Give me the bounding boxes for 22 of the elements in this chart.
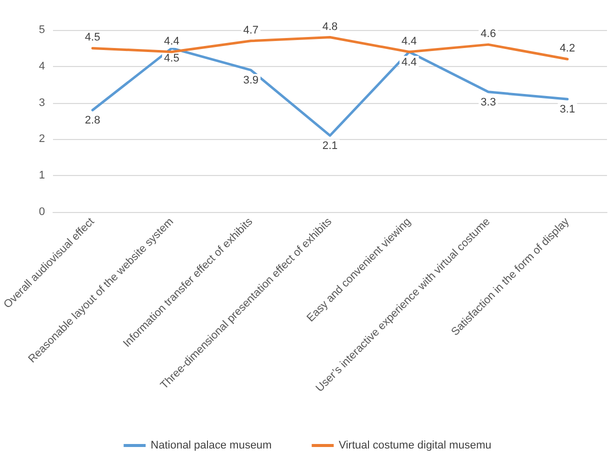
y-tick-label: 1 (38, 170, 45, 182)
data-label: 3.9 (243, 74, 258, 87)
data-label: 4.4 (401, 56, 417, 68)
data-label: 4.4 (401, 35, 417, 48)
data-label: 4.4 (164, 35, 180, 48)
data-label: 3.3 (480, 96, 496, 108)
legend-label: Virtual costume digital musemu (338, 440, 492, 452)
data-label: 4.7 (243, 24, 258, 36)
y-tick-label: 0 (38, 206, 45, 218)
data-label: 4.8 (322, 20, 338, 33)
y-tick-label: 2 (38, 133, 45, 146)
data-label: 3.1 (560, 104, 576, 116)
y-tick-label: 3 (38, 96, 45, 109)
data-label: 4.5 (84, 32, 100, 44)
data-label: 4.2 (560, 42, 576, 55)
data-label: 4.5 (164, 52, 180, 65)
y-tick-label: 4 (38, 60, 45, 72)
y-tick-label: 5 (38, 24, 45, 36)
data-label: 2.8 (84, 114, 100, 127)
data-label: 4.6 (480, 28, 496, 40)
data-label: 2.1 (322, 140, 338, 152)
legend-label: National palace museum (150, 440, 272, 452)
